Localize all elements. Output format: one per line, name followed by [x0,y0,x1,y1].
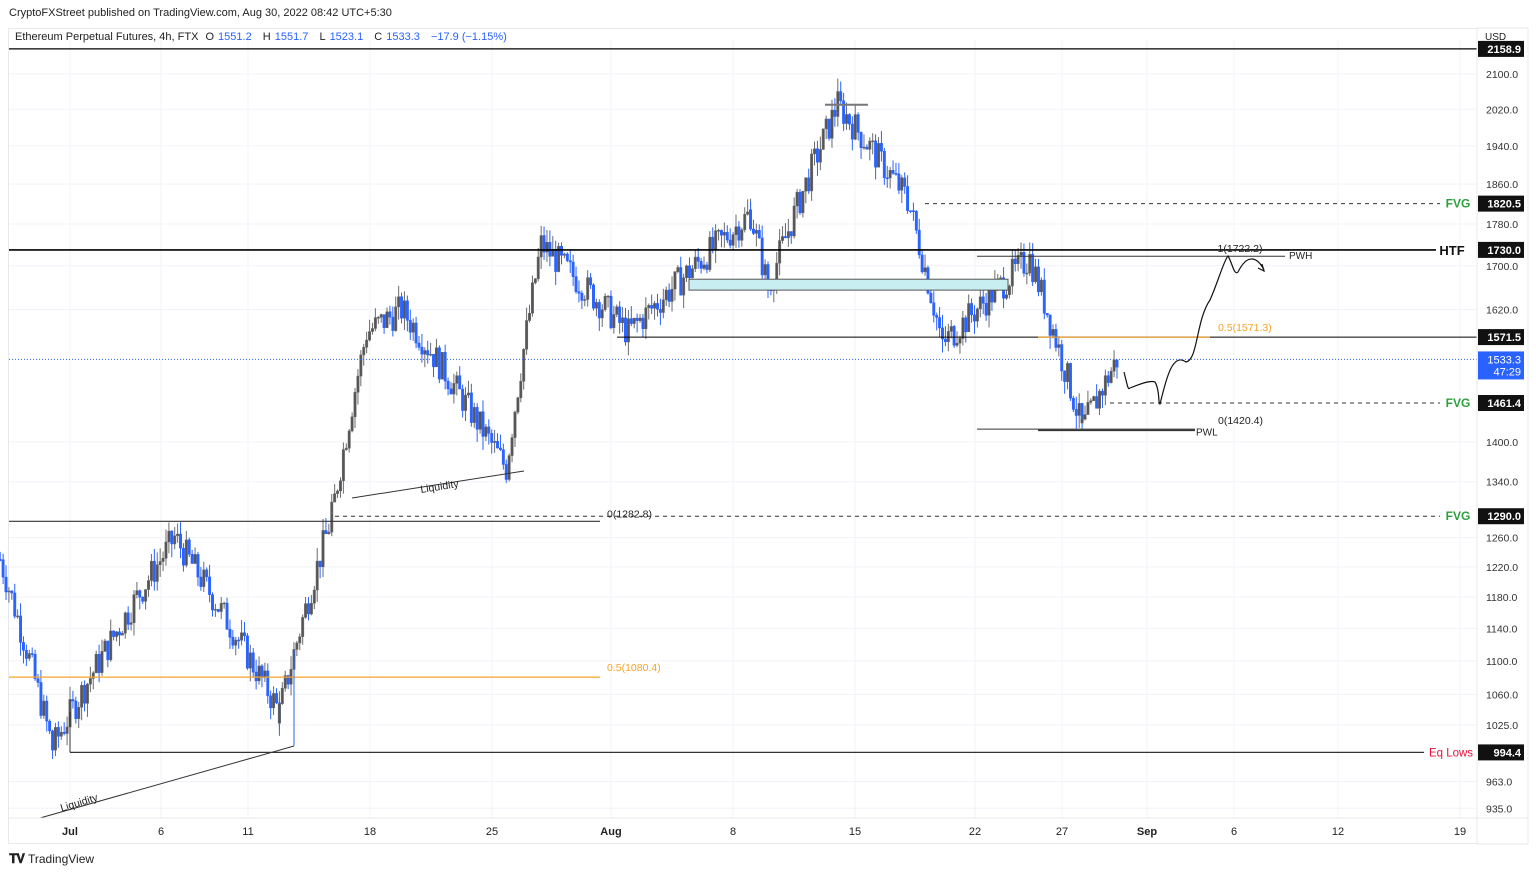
svg-text:12: 12 [1332,826,1344,838]
low-value: 1523.1 [329,31,364,43]
symbol-name[interactable]: Ethereum Perpetual Futures, 4h, FTX [15,31,199,43]
time-axis[interactable]: Jul 6 11 18 25 Aug 8 15 22 27 Sep 6 12 19 [9,817,1528,838]
grid-lines [9,40,1477,818]
price-axis[interactable]: USD 2100.0 2020.0 1940.0 1860.0 1780.0 1700.0 1… [1476,27,1529,845]
publish-info: CryptoFXStreet published on TradingView.… [9,7,392,19]
svg-text:0(1282.8): 0(1282.8) [607,508,652,520]
price-tag: 2158.9 [1478,40,1524,57]
price-tag: 994.4 [1478,744,1524,761]
svg-text:1180.0: 1180.0 [1486,592,1517,604]
svg-text:994.4: 994.4 [1493,747,1521,759]
price-tag: 1571.5 [1478,329,1524,346]
candlesticks [0,78,1119,759]
svg-text:PWH: PWH [1289,251,1312,262]
tradingview-brand: 𝐓𝐕 TradingView [9,851,94,867]
svg-text:19: 19 [1454,826,1466,838]
close-value: 1533.3 [386,31,420,43]
svg-text:1700.0: 1700.0 [1486,261,1518,273]
svg-text:6: 6 [1231,826,1237,838]
svg-text:6: 6 [158,826,164,838]
svg-text:0.5(1571.3): 0.5(1571.3) [1218,322,1272,334]
symbol-legend: Ethereum Perpetual Futures, 4h, FTX O 155… [15,31,511,43]
svg-text:15: 15 [849,826,861,838]
open-value: 1551.2 [218,31,252,43]
svg-text:0(1420.4): 0(1420.4) [1218,415,1263,427]
svg-text:1220.0: 1220.0 [1486,562,1518,574]
svg-text:FVG: FVG [1446,396,1471,410]
svg-text:27: 27 [1056,826,1068,838]
svg-text:1060.0: 1060.0 [1486,689,1518,701]
svg-text:2020.0: 2020.0 [1486,104,1518,116]
svg-text:11: 11 [242,826,253,838]
svg-text:22: 22 [969,826,981,838]
tradingview-logo-icon: 𝐓𝐕 [9,851,25,866]
high-label: H [262,31,271,43]
svg-text:1290.0: 1290.0 [1487,511,1521,523]
svg-text:HTF: HTF [1439,243,1464,258]
svg-text:2100.0: 2100.0 [1486,69,1518,81]
svg-text:18: 18 [364,826,376,838]
svg-text:FVG: FVG [1446,509,1471,523]
svg-text:1533.3: 1533.3 [1487,354,1521,366]
svg-text:Liquidity: Liquidity [420,478,461,496]
svg-text:2158.9: 2158.9 [1487,44,1521,56]
svg-text:1140.0: 1140.0 [1486,623,1517,635]
price-tag: 1730.0 [1478,241,1524,258]
svg-text:1340.0: 1340.0 [1486,477,1518,489]
svg-text:1(1722.2): 1(1722.2) [1218,243,1263,255]
svg-text:1461.4: 1461.4 [1487,398,1522,410]
close-label: C [374,31,383,43]
svg-text:25: 25 [486,826,498,838]
change-value: −17.9 (−1.15%) [430,31,507,43]
svg-text:935.0: 935.0 [1486,803,1512,815]
open-label: O [205,31,215,43]
svg-text:1100.0: 1100.0 [1486,656,1517,668]
svg-text:1025.0: 1025.0 [1486,720,1518,732]
svg-text:1620.0: 1620.0 [1486,305,1518,317]
price-tag: 1290.0 [1478,508,1524,525]
svg-text:Aug: Aug [600,826,621,838]
high-value: 1551.7 [274,31,309,43]
price-tag: 1461.4 [1478,395,1524,412]
low-label: L [319,31,326,43]
svg-text:PWL: PWL [1196,427,1218,438]
svg-text:Sep: Sep [1137,826,1157,838]
svg-text:1780.0: 1780.0 [1486,219,1518,231]
brand-name: TradingView [28,852,95,866]
svg-text:1400.0: 1400.0 [1486,437,1518,449]
svg-text:8: 8 [730,826,736,838]
svg-text:Eq Lows: Eq Lows [1429,747,1473,759]
svg-text:963.0: 963.0 [1486,777,1512,789]
svg-text:1860.0: 1860.0 [1486,179,1518,191]
drawings: FVG HTF FVG FVG Eq Lows 1(1722.2) PWH 0.5(1571.… [9,48,1477,819]
svg-text:USD: USD [1485,32,1506,43]
svg-text:FVG: FVG [1446,197,1471,211]
svg-text:1571.5: 1571.5 [1487,332,1521,344]
svg-text:1730.0: 1730.0 [1487,245,1521,257]
svg-text:1260.0: 1260.0 [1486,533,1518,545]
svg-text:1940.0: 1940.0 [1486,141,1518,153]
svg-text:Liquidity: Liquidity [59,792,100,815]
svg-text:47:29: 47:29 [1493,366,1521,378]
svg-text:Jul: Jul [62,826,78,838]
price-tag: 1820.5 [1478,195,1524,212]
svg-text:0.5(1080.4): 0.5(1080.4) [607,662,661,674]
svg-text:1820.5: 1820.5 [1487,199,1521,211]
